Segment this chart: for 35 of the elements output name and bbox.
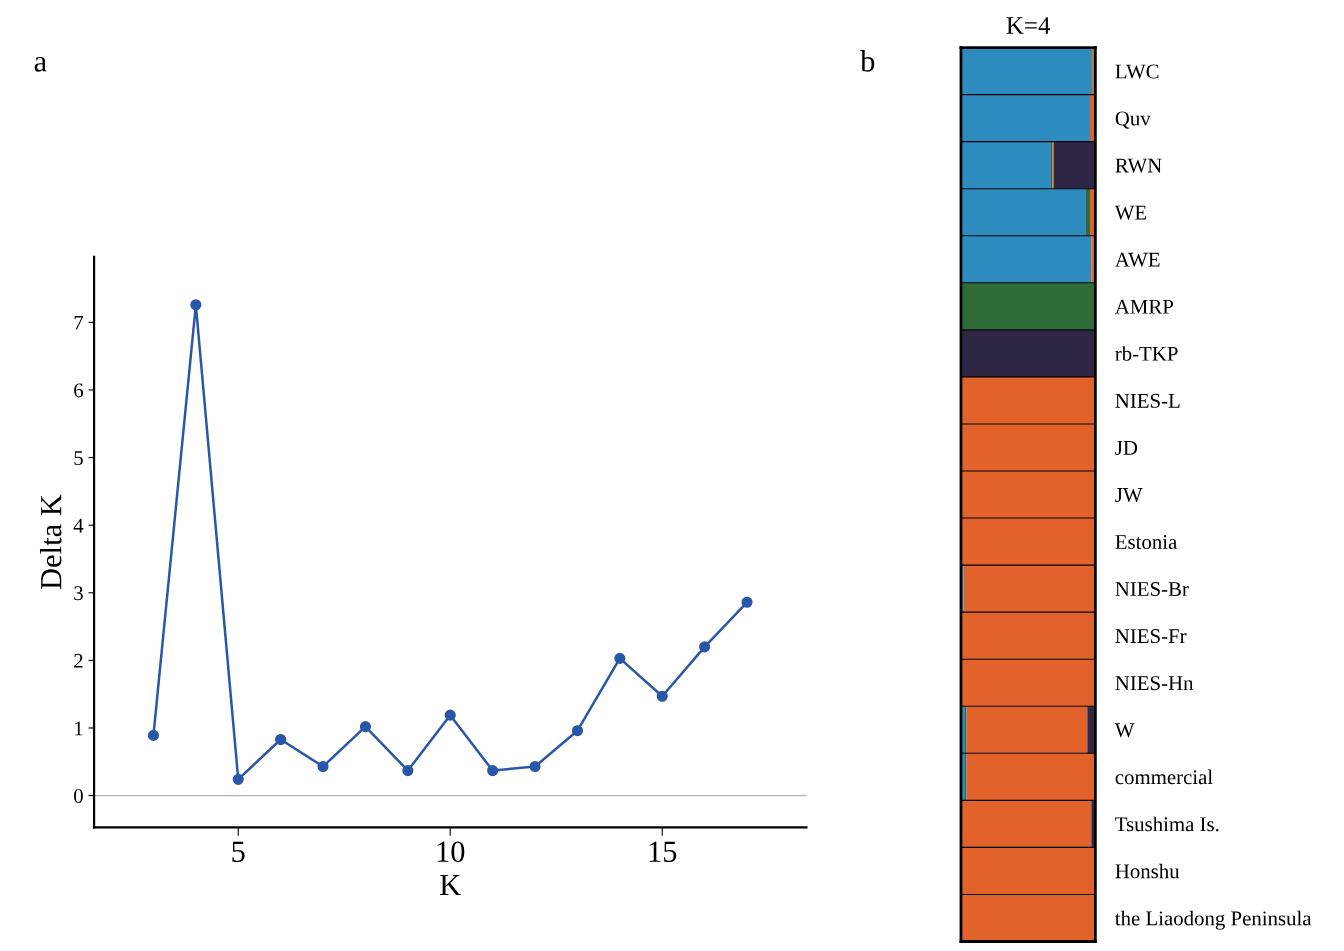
y-tick-label: NIES-Br: [1115, 582, 1189, 597]
y-tick-label: 2: [74, 653, 83, 668]
text: a: [34, 56, 47, 72]
y-tick-label: WE: [1114, 205, 1147, 220]
y-tick-label: Honshu: [1115, 863, 1180, 879]
x-tick-label: 15: [649, 841, 677, 863]
y-tick-label: RWN: [1115, 158, 1162, 173]
y-axis-title: Delta K: [39, 494, 62, 590]
y-tick-label: JD: [1115, 441, 1138, 455]
y-tick-label: 4: [73, 518, 84, 533]
y-tick-label: AWE: [1115, 252, 1160, 267]
y-tick-label: 3: [74, 586, 83, 601]
y-tick-label: 0: [74, 788, 83, 804]
x-tick-label: 5: [232, 841, 245, 863]
chart-title: K=4: [1006, 17, 1051, 34]
y-tick-label: Estonia: [1115, 535, 1178, 549]
y-tick-label: 6: [74, 383, 84, 398]
y-tick-label: 5: [74, 451, 83, 465]
y-tick-label: NIES-Hn: [1115, 676, 1194, 691]
y-tick-label: LWC: [1115, 64, 1159, 79]
y-tick-label: the Liaodong Peninsula: [1115, 910, 1312, 930]
y-tick-label: JW: [1115, 488, 1143, 503]
y-tick-label: commercial: [1115, 769, 1213, 785]
text: b: [860, 50, 875, 72]
y-tick-label: NIES-L: [1115, 393, 1180, 408]
x-axis-title: K: [440, 875, 461, 896]
y-tick-label: AMRP: [1115, 299, 1174, 314]
y-tick-label: Quv: [1115, 111, 1151, 129]
y-tick-label: Tsushima Is.: [1115, 816, 1219, 832]
y-tick-label: rb-TKP: [1115, 346, 1178, 361]
y-tick-label: W: [1114, 723, 1135, 738]
y-tick-label: 1: [75, 721, 83, 736]
y-tick-label: 7: [74, 315, 84, 330]
y-tick-label: NIES-Fr: [1115, 629, 1187, 644]
x-tick-label: 10: [437, 841, 465, 863]
